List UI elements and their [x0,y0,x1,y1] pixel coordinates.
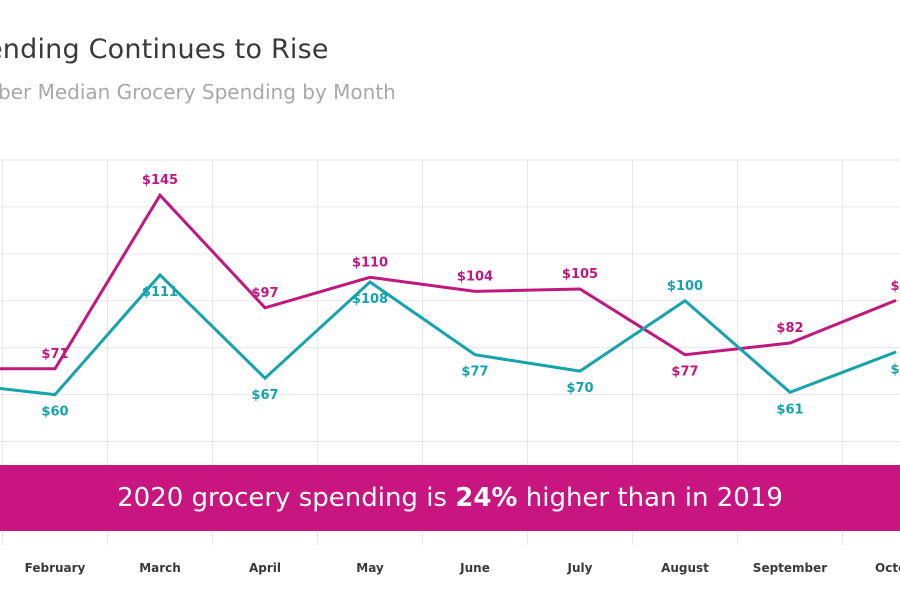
data-label: $61 [776,402,803,417]
chart-lines [0,192,897,397]
data-label: $60 [41,405,68,420]
series-line-series_2020 [0,192,897,371]
x-tick-label: June [459,561,490,575]
data-label: $105 [562,267,598,282]
data-label: $ [890,279,899,294]
x-tick-label: February [25,561,86,575]
data-label: $111 [142,285,178,300]
series-line-series_2019 [0,272,897,397]
chart-subtitle: ber Median Grocery Spending by Month [0,80,396,104]
data-label: $77 [461,365,488,380]
banner-highlight: 24% [455,483,518,513]
banner-text-before: 2020 grocery spending is [117,483,456,513]
data-label: $ [890,362,899,377]
chart-value-labels: $71 $145 $97 $110 $104 $105 $77 $82 $ $60 $111 $67 $… [41,173,899,419]
data-label: $100 [667,279,703,294]
data-label: $110 [352,255,388,270]
chart-x-axis: February March April May June July August Septe… [25,561,900,575]
x-tick-label: September [753,561,827,575]
data-label: $145 [142,173,178,188]
x-tick-label: May [356,561,384,575]
summary-banner: 2020 grocery spending is 24% higher than… [0,465,900,531]
data-label: $97 [251,286,278,301]
data-label: $70 [566,381,593,396]
x-tick-label: July [567,561,593,575]
x-tick-label: August [661,561,709,575]
banner-text-after: higher than in 2019 [517,483,783,513]
data-label: $82 [776,321,803,336]
data-label: $71 [41,347,68,362]
x-tick-label: March [139,561,181,575]
data-label: $77 [671,365,698,380]
x-tick-label: Octob [875,561,900,575]
data-label: $108 [352,292,388,307]
data-label: $104 [457,269,493,284]
data-label: $67 [251,388,278,403]
x-tick-label: April [249,561,281,575]
chart-title: ending Continues to Rise [0,34,329,65]
